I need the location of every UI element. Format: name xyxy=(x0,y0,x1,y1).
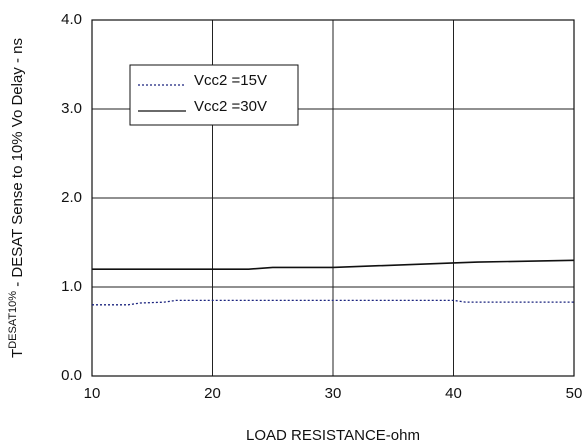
legend-label: Vcc2 =15V xyxy=(194,72,267,89)
y-axis-label-part: T xyxy=(9,349,26,358)
y-axis-label-part: DESAT10% xyxy=(7,291,19,349)
y-tick-label: 3.0 xyxy=(61,100,82,117)
x-tick-label: 30 xyxy=(325,385,342,402)
y-axis-label-part: - DESAT Sense to 10% Vo Delay - ns xyxy=(9,38,26,291)
plot-frame xyxy=(91,19,575,377)
y-tick-label: 2.0 xyxy=(61,189,82,206)
y-tick-label: 0.0 xyxy=(61,367,82,384)
y-tick-label: 4.0 xyxy=(61,11,82,28)
y-tick-label: 1.0 xyxy=(61,278,82,295)
x-tick-label: 20 xyxy=(204,385,221,402)
x-tick-label: 40 xyxy=(445,385,462,402)
x-tick-label: 50 xyxy=(566,385,582,402)
line-series xyxy=(92,259,575,270)
legend-label: Vcc2 =30V xyxy=(194,98,267,115)
x-axis-label: LOAD RESISTANCE-ohm xyxy=(246,427,420,444)
legend-box xyxy=(129,64,299,126)
x-tick-label: 10 xyxy=(84,385,101,402)
y-axis-label: TDESAT10% - DESAT Sense to 10% Vo Delay … xyxy=(7,38,26,358)
